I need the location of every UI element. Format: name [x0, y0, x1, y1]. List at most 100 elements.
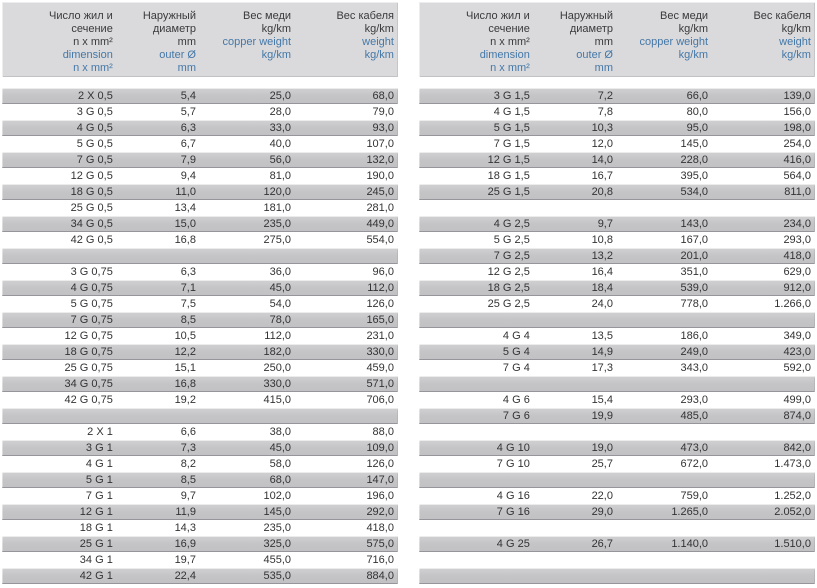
cell-dimension: 4 G 16: [496, 490, 530, 502]
cell-dimension: 5 G 2,5: [493, 234, 530, 246]
cell-dimension: 7 G 6: [502, 409, 530, 422]
cell-cable-weight: 254,0: [783, 138, 811, 150]
header-line-outer-diameter-ru: Наружный: [142, 10, 196, 22]
cell-cable-weight: 423,0: [783, 345, 811, 358]
cell-outer-diameter: 8,5: [180, 473, 196, 486]
cell-dimension: 7 G 2,5: [493, 249, 530, 262]
cell-copper-weight: 1.140,0: [671, 537, 709, 550]
cell-copper-weight: 672,0: [680, 458, 709, 470]
table-row: 4 G 1,5 7,8 80,0 156,0: [419, 104, 815, 120]
cell-outer-diameter: 7,9: [180, 153, 196, 166]
cell-copper-weight: 343,0: [680, 362, 709, 374]
table-body: 2 X 0,5 5,4 25,0 68,0 3 G 0,5 5,7 28,0 79,0 4 G …: [2, 88, 398, 584]
header-line-cable-weight-ru: kg/km: [781, 23, 811, 35]
header-line-dimension-en: n x mm²: [73, 62, 113, 74]
spacer-row: [2, 248, 398, 264]
header-line-dimension-en: dimension: [479, 49, 530, 61]
cell-cable-weight: 912,0: [783, 281, 811, 294]
cell-cable-weight: 592,0: [783, 362, 811, 374]
cell-copper-weight: 95,0: [686, 121, 709, 134]
cell-outer-diameter: 7,8: [597, 106, 613, 118]
cell-cable-weight: 874,0: [783, 409, 811, 422]
cell-dimension: 25 G 0,75: [64, 362, 113, 374]
cell-outer-diameter: 19,0: [591, 441, 613, 454]
cell-cable-weight: 112,0: [367, 281, 394, 294]
cell-cable-weight: 349,0: [783, 330, 811, 342]
cell-dimension: 42 G 1: [79, 569, 113, 582]
table-row: 2 X 1 6,6 38,0 88,0: [2, 424, 398, 440]
table-row: 4 G 6 15,4 293,0 499,0: [419, 392, 815, 408]
header-line-dimension-ru: сечение: [488, 23, 530, 35]
table-row: 18 G 0,75 12,2 182,0 330,0: [2, 344, 398, 360]
cell-copper-weight: 759,0: [680, 490, 709, 502]
table-row: 7 G 1 9,7 102,0 196,0: [2, 488, 398, 504]
cell-dimension: 7 G 1,5: [493, 138, 530, 150]
cell-dimension: 5 G 0,75: [70, 298, 113, 310]
table-row: 7 G 4 17,3 343,0 592,0: [419, 360, 815, 376]
header-line-dimension-ru: Число жил и: [49, 10, 113, 22]
cell-copper-weight: 167,0: [680, 234, 709, 246]
cell-copper-weight: 33,0: [269, 121, 292, 134]
cell-copper-weight: 535,0: [263, 569, 292, 582]
cell-outer-diameter: 17,3: [591, 362, 613, 374]
header-line-dimension-ru: n x mm²: [490, 36, 530, 48]
cell-cable-weight: 107,0: [366, 138, 394, 150]
cell-cable-weight: 811,0: [784, 185, 811, 198]
cell-dimension: 5 G 1,5: [493, 121, 530, 134]
header-line-cable-weight-ru: kg/km: [364, 23, 394, 35]
cell-outer-diameter: 11,9: [175, 505, 196, 518]
cell-outer-diameter: 18,4: [591, 281, 613, 294]
column-header-cable-weight: Вес кабеля kg/km weight kg/km: [295, 10, 398, 62]
cell-outer-diameter: 26,7: [591, 537, 613, 550]
header-line-copper-weight-ru: kg/km: [678, 23, 709, 35]
cell-cable-weight: 418,0: [783, 249, 811, 262]
cell-copper-weight: 250,0: [263, 362, 292, 374]
cell-cable-weight: 418,0: [366, 522, 394, 534]
cell-outer-diameter: 16,8: [174, 377, 196, 390]
cell-outer-diameter: 15,4: [591, 394, 613, 406]
table-row: 34 G 1 19,7 455,0 716,0: [2, 552, 398, 568]
cell-outer-diameter: 14,3: [174, 522, 196, 534]
cell-dimension: 5 G 4: [502, 345, 530, 358]
cell-outer-diameter: 7,5: [180, 298, 196, 310]
table-header: Число жил и сечение n x mm² dimension n x mm…: [419, 2, 815, 77]
table-row: 2 X 0,5 5,4 25,0 68,0: [2, 88, 398, 104]
cell-outer-diameter: 15,0: [174, 217, 196, 230]
spacer-row: [419, 424, 815, 440]
cell-copper-weight: 330,0: [263, 377, 292, 390]
table-row: 7 G 2,5 13,2 201,0 418,0: [419, 248, 815, 264]
cell-outer-diameter: 5,7: [180, 106, 196, 118]
cell-cable-weight: 293,0: [783, 234, 811, 246]
cell-dimension: 4 G 1: [85, 458, 113, 470]
cell-copper-weight: 56,0: [269, 153, 292, 166]
cell-outer-diameter: 10,8: [591, 234, 613, 246]
cell-dimension: 18 G 0,5: [70, 185, 113, 198]
cell-outer-diameter: 10,3: [591, 121, 613, 134]
cell-cable-weight: 147,0: [366, 473, 394, 486]
header-line-cable-weight-en: weight: [779, 36, 811, 48]
table-row: 18 G 0,5 11,0 120,0 245,0: [2, 184, 398, 200]
cell-copper-weight: 80,0: [686, 106, 709, 118]
cell-cable-weight: 449,0: [366, 217, 394, 230]
table-row: 12 G 0,75 10,5 112,0 231,0: [2, 328, 398, 344]
cell-cable-weight: 132,0: [366, 153, 394, 166]
spacer-row: [419, 200, 815, 216]
cell-dimension: 42 G 0,75: [64, 394, 113, 406]
cell-outer-diameter: 16,7: [591, 170, 613, 182]
cell-dimension: 2 X 0,5: [77, 89, 113, 102]
table-row: 4 G 1 8,2 58,0 126,0: [2, 456, 398, 472]
cell-outer-diameter: 14,9: [591, 345, 613, 358]
header-line-copper-weight-en: copper weight: [222, 36, 292, 48]
table-row: 5 G 1,5 10,3 95,0 198,0: [419, 120, 815, 136]
cell-dimension: 4 G 25: [496, 537, 530, 550]
header-line-copper-weight-ru: Вес меди: [243, 10, 292, 22]
table-row: 7 G 16 29,0 1.265,0 2.052,0: [419, 504, 815, 520]
table-row: 34 G 0,5 15,0 235,0 449,0: [2, 216, 398, 232]
table-row: 42 G 0,75 19,2 415,0 706,0: [2, 392, 398, 408]
cell-cable-weight: 234,0: [783, 217, 811, 230]
cell-dimension: 4 G 4: [502, 330, 530, 342]
cell-dimension: 4 G 6: [502, 394, 530, 406]
table-row: 7 G 10 25,7 672,0 1.473,0: [419, 456, 815, 472]
cell-outer-diameter: 7,1: [180, 281, 196, 294]
